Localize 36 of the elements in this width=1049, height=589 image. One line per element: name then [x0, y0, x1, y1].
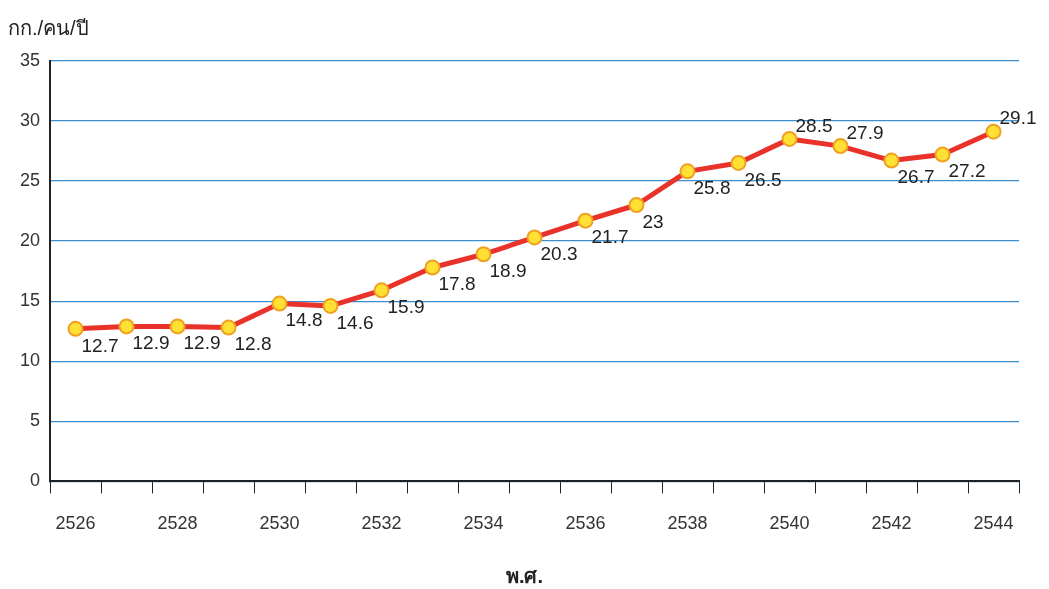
- y-tick-label: 20: [19, 230, 41, 251]
- x-tick-label: 2538: [667, 513, 708, 534]
- y-tick-label: 10: [19, 350, 41, 371]
- data-label: 28.5: [795, 114, 833, 136]
- data-label: 25.8: [693, 177, 731, 199]
- x-tick-label: 2540: [769, 513, 810, 534]
- x-tick-label: 2528: [157, 513, 198, 534]
- x-tick-label: 2526: [55, 513, 96, 534]
- x-tick-label: 2542: [871, 513, 912, 534]
- data-label: 18.9: [489, 260, 527, 282]
- data-label: 14.6: [336, 311, 374, 333]
- data-label: 14.8: [285, 309, 323, 331]
- x-axis-title: พ.ศ.: [504, 564, 545, 589]
- data-label: 27.2: [948, 160, 986, 182]
- data-label: 27.9: [846, 121, 884, 143]
- data-label: 17.8: [438, 273, 476, 295]
- data-label: 29.1: [999, 107, 1037, 129]
- x-tick-label: 2534: [463, 513, 504, 534]
- data-label: 12.9: [132, 332, 170, 354]
- x-tick-label: 2532: [361, 513, 402, 534]
- y-tick-label: 5: [30, 410, 41, 431]
- y-axis-title: กก./คน/ปี: [8, 16, 89, 41]
- x-tick-label: 2530: [259, 513, 300, 534]
- y-tick-label: 30: [19, 109, 41, 130]
- y-tick-label: 25: [19, 169, 41, 190]
- data-label: 12.7: [81, 334, 119, 356]
- data-label: 12.9: [183, 332, 221, 354]
- y-tick-label: 0: [30, 470, 41, 491]
- data-label: 20.3: [540, 243, 578, 265]
- data-label: 12.8: [234, 333, 272, 355]
- data-label: 23: [642, 210, 664, 232]
- y-tick-label: 35: [19, 49, 41, 70]
- y-tick-label: 15: [19, 290, 41, 311]
- data-label: 15.9: [387, 296, 425, 318]
- x-tick-label: 2544: [973, 513, 1014, 534]
- x-tick-label: 2536: [565, 513, 606, 534]
